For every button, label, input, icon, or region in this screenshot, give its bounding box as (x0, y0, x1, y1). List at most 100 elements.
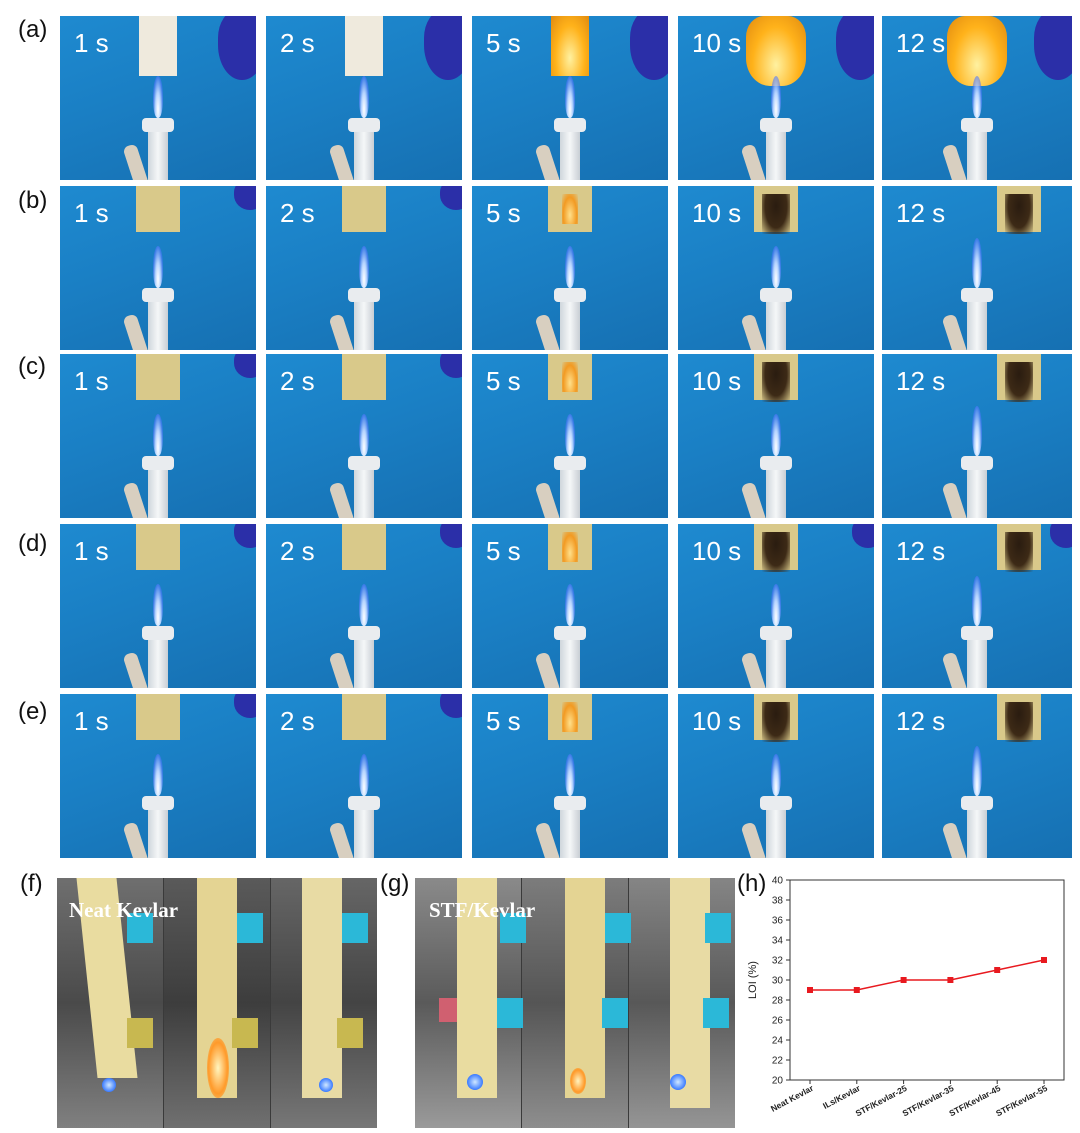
time-label: 2 s (280, 198, 315, 228)
char-mark (762, 532, 790, 572)
row-label-a: (a) (18, 16, 48, 43)
stf-kevlar-photo: STF/Kevlar (415, 878, 735, 1128)
burner-head (961, 288, 993, 302)
alcohol-burner (740, 626, 792, 688)
burner-flame (153, 246, 163, 288)
burner-flame (771, 584, 781, 626)
time-label: 10 s (692, 366, 742, 396)
fabric-sample (342, 694, 386, 740)
burner-stem (967, 132, 987, 180)
burner-head (348, 118, 380, 132)
time-label: 5 s (486, 536, 521, 566)
burner-stem (560, 640, 580, 688)
alcohol-burner (328, 288, 380, 350)
burner-flame (972, 576, 982, 626)
time-label: 12 s (896, 366, 946, 396)
char-mark (562, 194, 578, 224)
time-label: 2 s (280, 28, 315, 58)
loi-data-point (994, 967, 1001, 973)
alcohol-burner (534, 626, 586, 688)
photo-panel-c-2: 2 s (266, 354, 462, 518)
clip-icon (705, 913, 731, 943)
panel-title-stf-kevlar: STF/Kevlar (429, 898, 536, 922)
x-tick-label: STF/Kevlar-35 (901, 1083, 956, 1119)
burner-stem (766, 470, 786, 518)
char-mark (1004, 194, 1033, 234)
burner-flame (359, 754, 369, 796)
alcohol-burner (328, 118, 380, 180)
torch-flame (570, 1068, 586, 1094)
fabric-sample (136, 524, 180, 570)
burner-stem (967, 640, 987, 688)
clip-icon (500, 913, 526, 943)
photo-panel-a-2: 2 s (266, 16, 462, 180)
y-tick-label: 20 (772, 1076, 784, 1087)
fabric-sample (746, 16, 806, 86)
time-label: 10 s (692, 28, 742, 58)
char-mark (1004, 532, 1033, 572)
alcohol-burner (740, 288, 792, 350)
alcohol-burner (941, 796, 993, 858)
char-mark (762, 194, 790, 234)
alcohol-burner (941, 118, 993, 180)
photo-panel-a-4: 10 s (678, 16, 874, 180)
torch-flame (670, 1074, 686, 1090)
row-label-e: (e) (18, 698, 48, 725)
photo-panel-b-4: 10 s (678, 186, 874, 350)
burner-flame (771, 246, 781, 288)
burner-stem (766, 132, 786, 180)
burner-head (142, 456, 174, 470)
time-label: 12 s (896, 706, 946, 736)
alcohol-burner (941, 456, 993, 518)
y-tick-label: 28 (772, 996, 784, 1007)
alcohol-burner (534, 456, 586, 518)
glove-icon (234, 186, 256, 210)
burner-flame (565, 246, 575, 288)
glove-icon (440, 524, 462, 548)
burner-flame (359, 584, 369, 626)
clip-icon (439, 998, 457, 1022)
burner-stem (560, 132, 580, 180)
burner-stem (766, 302, 786, 350)
burner-stem (560, 302, 580, 350)
burner-stem (148, 470, 168, 518)
loi-data-point (947, 977, 954, 983)
burner-flame (972, 76, 982, 118)
glove-icon (234, 694, 256, 718)
y-tick-label: 32 (772, 956, 784, 967)
alcohol-burner (941, 288, 993, 350)
clip-icon (337, 1018, 363, 1048)
time-label: 12 s (896, 536, 946, 566)
burner-flame (565, 584, 575, 626)
time-label: 10 s (692, 198, 742, 228)
alcohol-burner (534, 796, 586, 858)
time-label: 2 s (280, 366, 315, 396)
clip-icon (127, 913, 153, 943)
burner-head (961, 626, 993, 640)
kevlar-strip (565, 878, 605, 1098)
photo-panel-e-3: 5 s (472, 694, 668, 858)
loi-series-line (810, 959, 1045, 991)
clip-icon (605, 913, 631, 943)
burner-flame (565, 754, 575, 796)
char-mark (762, 362, 790, 402)
char-mark (562, 532, 578, 562)
burner-head (554, 288, 586, 302)
glove-icon (1050, 524, 1072, 548)
burner-head (348, 288, 380, 302)
burner-head (760, 796, 792, 810)
time-label: 1 s (74, 366, 109, 396)
y-tick-label: 36 (772, 916, 784, 927)
clip-icon (237, 913, 263, 943)
burner-stem (766, 640, 786, 688)
x-tick-label: STF/Kevlar-55 (994, 1083, 1049, 1119)
glove-icon (440, 354, 462, 378)
torch-flame (102, 1078, 116, 1092)
time-label: 5 s (486, 198, 521, 228)
clip-icon (342, 913, 368, 943)
time-label: 1 s (74, 28, 109, 58)
char-mark (562, 362, 578, 392)
flame (207, 1038, 229, 1098)
burner-head (961, 118, 993, 132)
fabric-sample (136, 694, 180, 740)
